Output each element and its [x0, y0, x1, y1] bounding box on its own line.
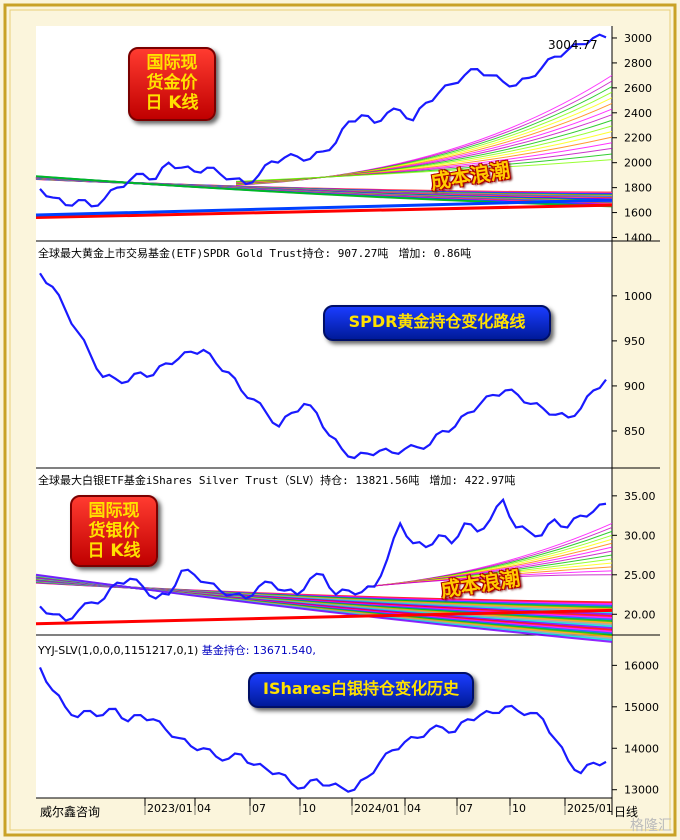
silver-badge-line-1: 国际现 [88, 501, 140, 521]
silver-caption: 全球最大白银ETF基金iShares Silver Trust（SLV）持仓: … [38, 472, 515, 488]
base-red-line [35, 203, 613, 220]
gold-badge-line-1: 国际现 [146, 53, 198, 73]
inner-border [9, 9, 671, 831]
y-tick-label: 2400 [624, 107, 652, 120]
silver-caption-change: 增加: 422.97吨 [429, 474, 516, 487]
upper-fan-line [365, 574, 613, 588]
spdr-badge: SPDR黄金持仓变化路线 [323, 305, 551, 341]
x-tick-label: 04 [407, 802, 421, 815]
gold-price-line [39, 33, 607, 208]
silver-badge-line-2: 货银价 [88, 521, 140, 541]
upper-fan [365, 523, 613, 588]
base-red-line [35, 608, 613, 626]
y-tick-label: 30.00 [624, 529, 656, 542]
base-blue-line [35, 198, 613, 217]
silver-caption-title: 全球最大白银ETF基金iShares Silver Trust（SLV）持仓: … [38, 474, 420, 487]
y-tick-label: 14000 [624, 742, 659, 755]
y-tick-label: 900 [624, 380, 645, 393]
spdr-caption-change: 增加: 0.86吨 [398, 247, 472, 260]
y-tick-label: 2200 [624, 132, 652, 145]
y-tick-label: 2000 [624, 157, 652, 170]
source-label: 威尔鑫咨询 [40, 805, 101, 819]
y-tick-label: 1800 [624, 182, 652, 195]
x-tick-label: 10 [302, 802, 316, 815]
y-tick-label: 16000 [624, 659, 659, 672]
plot-area [36, 26, 612, 798]
slv-caption: YYJ-SLV(1,0,0,0,1151217,0,1) 基金持仓: 13671… [38, 642, 316, 658]
y-tick-label: 1400 [624, 232, 652, 245]
upper-fan [235, 74, 613, 186]
y-tick-label: 1600 [624, 207, 652, 220]
y-tick-label: 3000 [624, 32, 652, 45]
slv-caption-prefix: YYJ-SLV(1,0,0,0,1151217,0,1) [38, 644, 199, 657]
slv-caption-value: 基金持仓: 13671.540, [201, 644, 316, 657]
upper-fan-line [235, 159, 613, 182]
slv-badge: IShares白银持仓变化历史 [248, 672, 474, 708]
outer-border [3, 3, 677, 837]
y-tick-label: 2800 [624, 57, 652, 70]
y-tick-label: 2600 [624, 82, 652, 95]
cost-wave-bands [35, 573, 613, 643]
y-tick-label: 25.00 [624, 569, 656, 582]
x-tick-label: 2025/01 [567, 802, 613, 815]
x-tick-label: 04 [197, 802, 211, 815]
gold-last-value-label: 3004.77 [548, 38, 598, 52]
x-tick-label: 07 [252, 802, 266, 815]
silver-price-badge: 国际现 货银价 日 K线 [70, 495, 158, 567]
gold-badge-line-3: 日 K线 [145, 93, 199, 113]
gold-badge-line-2: 货金价 [146, 73, 198, 93]
y-tick-label: 850 [624, 425, 645, 438]
y-tick-label: 15000 [624, 701, 659, 714]
silver-price-line [39, 497, 607, 622]
gold-price-badge: 国际现 货金价 日 K线 [128, 47, 216, 121]
watermark: 格隆汇 [630, 818, 672, 834]
spdr-caption-title: 全球最大黄金上市交易基金(ETF)SPDR Gold Trust持仓: 907.… [38, 247, 389, 260]
y-tick-label: 35.00 [624, 490, 656, 503]
x-tick-label: 2023/01 [147, 802, 193, 815]
x-tick-label: 10 [512, 802, 526, 815]
slv-holdings-line [38, 666, 607, 793]
y-tick-label: 13000 [624, 784, 659, 797]
spdr-holdings-line [39, 272, 607, 460]
y-tick-label: 1000 [624, 290, 652, 303]
spdr-caption: 全球最大黄金上市交易基金(ETF)SPDR Gold Trust持仓: 907.… [38, 245, 471, 261]
y-tick-label: 950 [624, 335, 645, 348]
silver-badge-line-3: 日 K线 [87, 541, 141, 561]
axis-unit-label: 日线 [614, 805, 639, 819]
y-tick-label: 20.00 [624, 608, 656, 621]
x-tick-label: 07 [459, 802, 473, 815]
x-tick-label: 2024/01 [354, 802, 400, 815]
cost-wave-line [35, 573, 613, 643]
